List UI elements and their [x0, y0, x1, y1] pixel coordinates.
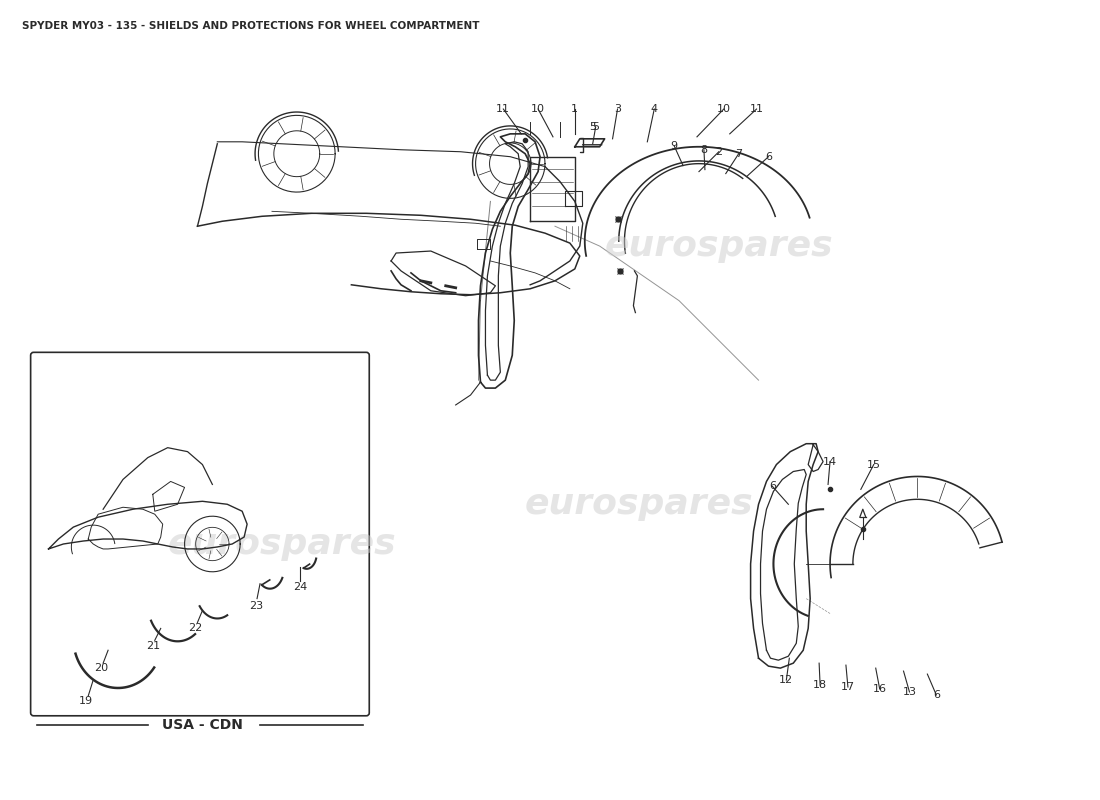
Text: 24: 24	[293, 582, 307, 592]
Text: 15: 15	[867, 459, 881, 470]
Text: USA - CDN: USA - CDN	[162, 718, 243, 732]
Text: 7: 7	[735, 149, 743, 158]
Text: 13: 13	[902, 687, 916, 697]
FancyBboxPatch shape	[31, 352, 370, 716]
Text: 19: 19	[79, 696, 94, 706]
Text: eurospares: eurospares	[525, 487, 754, 522]
Text: eurospares: eurospares	[167, 527, 396, 561]
Text: 6: 6	[933, 690, 939, 700]
Text: 1: 1	[571, 104, 579, 114]
Text: 10: 10	[531, 104, 546, 114]
Text: 5: 5	[592, 122, 600, 132]
Text: 14: 14	[823, 457, 837, 466]
Text: 3: 3	[614, 104, 622, 114]
Text: 12: 12	[779, 675, 793, 685]
Text: 17: 17	[840, 682, 855, 692]
Text: 9: 9	[671, 141, 678, 150]
Text: 8: 8	[701, 145, 707, 154]
Text: 21: 21	[145, 642, 160, 651]
Text: 5: 5	[590, 122, 596, 132]
Text: 11: 11	[496, 104, 510, 114]
Text: 2: 2	[715, 146, 723, 157]
Text: 18: 18	[813, 680, 827, 690]
Text: SPYDER MY03 - 135 - SHIELDS AND PROTECTIONS FOR WHEEL COMPARTMENT: SPYDER MY03 - 135 - SHIELDS AND PROTECTI…	[22, 21, 480, 30]
Text: 20: 20	[95, 663, 108, 673]
Text: 4: 4	[651, 104, 658, 114]
Text: 6: 6	[769, 482, 776, 491]
Text: eurospares: eurospares	[605, 229, 833, 263]
Text: 6: 6	[764, 152, 772, 162]
Text: 23: 23	[249, 601, 263, 610]
Text: 11: 11	[749, 104, 763, 114]
Text: 22: 22	[188, 623, 202, 634]
Text: 10: 10	[717, 104, 730, 114]
Text: 16: 16	[872, 684, 887, 694]
